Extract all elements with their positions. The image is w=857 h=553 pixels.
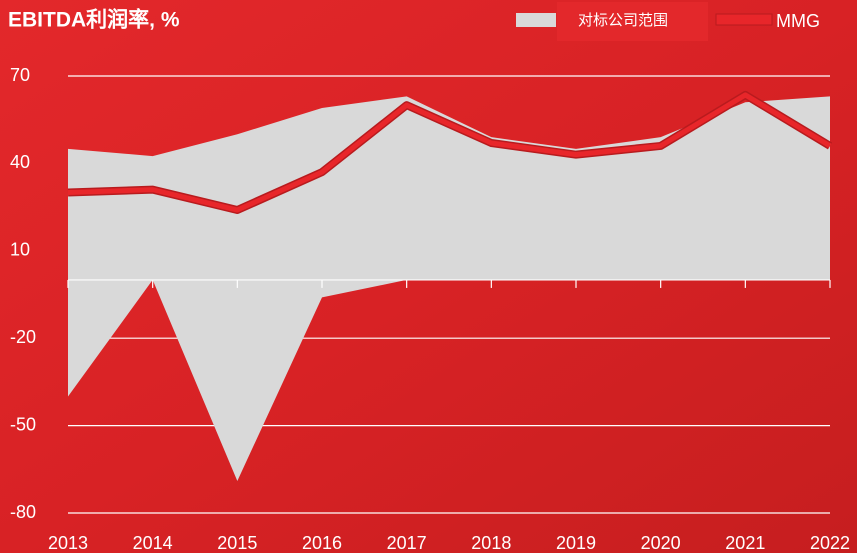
x-tick-label: 2022 [810, 533, 850, 553]
y-tick-label: 10 [10, 240, 30, 260]
y-tick-label: 40 [10, 152, 30, 172]
x-tick-label: 2021 [725, 533, 765, 553]
y-tick-label: 70 [10, 65, 30, 85]
legend-label: 对标公司范围 [578, 12, 668, 29]
x-tick-label: 2016 [302, 533, 342, 553]
legend-label: MMG [776, 11, 820, 31]
x-tick-label: 2020 [641, 533, 681, 553]
legend-swatch [516, 13, 556, 27]
x-tick-label: 2017 [387, 533, 427, 553]
x-tick-label: 2018 [471, 533, 511, 553]
y-tick-label: -80 [10, 502, 36, 522]
range-area [68, 96, 830, 481]
x-tick-label: 2015 [217, 533, 257, 553]
y-tick-label: -20 [10, 327, 36, 347]
legend-box [557, 2, 708, 41]
x-tick-label: 2013 [48, 533, 88, 553]
x-tick-label: 2014 [133, 533, 173, 553]
legend-swatch [715, 13, 773, 26]
mmg-line-inner [67, 92, 832, 213]
chart-title: EBITDA利润率, % [8, 8, 180, 32]
x-tick-label: 2019 [556, 533, 596, 553]
y-tick-label: -50 [10, 414, 36, 434]
